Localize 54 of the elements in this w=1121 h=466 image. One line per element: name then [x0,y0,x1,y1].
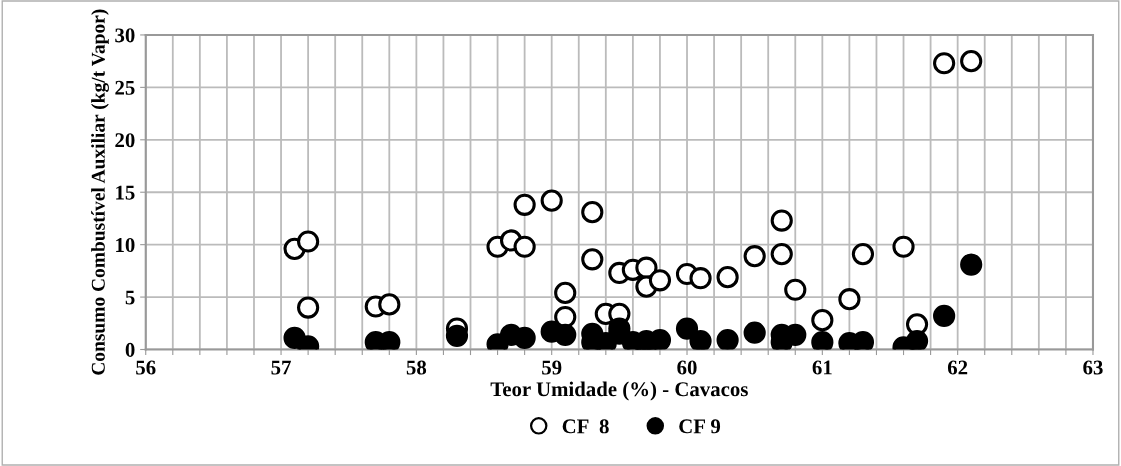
point [445,324,469,347]
x-tick-label: 57 [271,360,291,375]
point [770,242,793,266]
point [554,281,577,304]
point [716,266,739,289]
point [675,317,699,340]
x-tick-label: 60 [677,360,697,375]
point [378,293,401,316]
point [513,193,536,216]
x-tick-label: 63 [1083,360,1103,375]
legend-label: CF 9 [679,419,721,434]
y-tick-label: 10 [116,238,135,253]
x-tick-label: 61 [812,360,832,375]
point [851,242,875,266]
x-axis-title: Teor Umidade (%) - Cavacos [490,381,748,401]
y-tick-label: 0 [125,342,135,357]
point [905,330,929,350]
point [689,267,712,290]
point [892,235,915,258]
point [933,304,956,328]
x-tick-label: 58 [406,360,427,375]
y-axis-title: Consumo Combustível Auxiliar (kg/t Vapor) [91,9,109,375]
point [743,321,766,344]
y-tick-label: 15 [116,185,135,200]
point [960,253,983,276]
point [378,331,401,350]
point [960,50,983,73]
point [540,189,563,212]
point [743,245,766,268]
point [297,296,320,319]
point [851,331,875,350]
y-tick-label: 30 [115,28,135,43]
point [581,248,604,271]
point [648,269,672,292]
y-tick-label: 25 [115,80,135,95]
point [770,209,793,232]
point [513,235,536,258]
point [297,230,320,253]
point [554,323,577,346]
x-tick-label: 59 [542,360,562,375]
point [811,309,834,332]
y-tick-label: 20 [115,133,135,148]
y-tick-label: 5 [125,290,135,305]
point [689,330,712,350]
point [838,288,861,311]
point [513,326,536,350]
legend-label: CF 8 [562,419,609,434]
point [716,328,739,350]
point [811,331,834,350]
x-tick-label: 62 [947,360,968,375]
point [581,201,604,224]
point [784,278,807,301]
point [933,52,956,75]
x-tick-label: 56 [136,360,156,375]
